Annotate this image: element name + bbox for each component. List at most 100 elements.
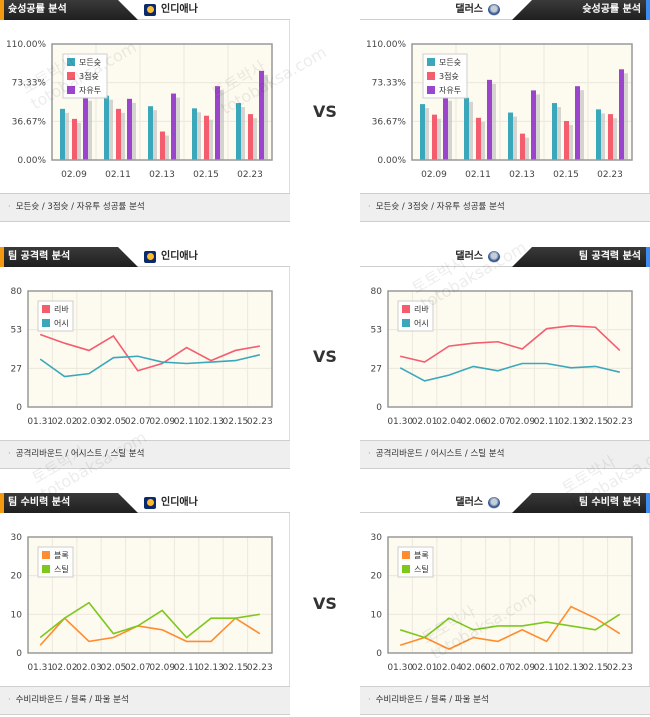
chart-area: [0, 20, 290, 193]
legend-label: 리바: [414, 304, 429, 314]
legend-swatch: [427, 72, 435, 80]
offense-line-chart: 027538001.3002.0102.0402.0602.0702.0902.…: [371, 287, 633, 427]
bar-3점슛: [520, 133, 525, 160]
x-tick-label: 02.13: [198, 663, 224, 673]
x-tick-label: 02.15: [583, 417, 609, 427]
team-name: 인디애나: [161, 4, 198, 15]
chart-area: [0, 267, 290, 440]
x-tick-label: 02.06: [461, 663, 487, 673]
y-tick-label: 0.00%: [377, 156, 406, 166]
bar-모든슛: [236, 103, 241, 160]
panel-header: 팀 수비력 분석 댈러스: [360, 493, 650, 513]
x-tick-label: 02.11: [174, 663, 200, 673]
y-tick-label: 30: [11, 533, 23, 543]
plot-border: [411, 43, 633, 161]
panel-header: 팀 공격력 분석 댈러스: [360, 247, 650, 267]
legend-swatch: [42, 305, 50, 313]
panel-footer: · 수비리바운드 / 블록 / 파울 분석: [360, 686, 650, 715]
bar-shadow: [152, 110, 157, 160]
bar-shadow: [512, 116, 517, 160]
x-tick-label: 02.07: [485, 417, 511, 427]
vs-label: VS: [313, 102, 337, 121]
footer-text: 공격리바운드 / 어시스트 / 스틸 분석: [15, 449, 145, 459]
series-line-스틸: [39, 601, 260, 639]
panel-header: 슛성공률 분석 댈러스: [360, 0, 650, 20]
legend-label: 블록: [54, 550, 69, 560]
y-tick-label: 110.00%: [366, 40, 406, 50]
bar-shadow: [524, 137, 529, 160]
bar-자유투: [443, 96, 448, 160]
x-tick-label: 02.09: [61, 170, 87, 180]
legend-label: 어시: [54, 318, 69, 328]
x-tick-label: 02.13: [198, 417, 224, 427]
team-label: 인디애나: [144, 493, 198, 513]
legend-label: 블록: [414, 550, 429, 560]
footer-text: 모든슛 / 3점슛 / 자유투 성공률 분석: [375, 202, 505, 212]
home-shooting-panel: 슛성공률 분석 인디애나 0.00% 36.67% 73.33% 110.00% 02.…: [0, 0, 290, 223]
y-tick-label: 110.00%: [6, 40, 46, 50]
bar-shadow: [480, 121, 485, 160]
bar-모든슛: [420, 104, 425, 160]
team-name: 댈러스: [455, 497, 483, 508]
plot-border: [387, 536, 633, 654]
footer-text: 수비리바운드 / 블록 / 파울 분석: [375, 695, 489, 705]
legend-label: 스틸: [54, 564, 69, 574]
bar-shadow: [491, 83, 496, 160]
y-tick-label: 0: [16, 403, 22, 413]
bar-shadow: [196, 112, 201, 160]
x-tick-label: 02.11: [174, 417, 200, 427]
away-offense-panel: 팀 공격력 분석 댈러스 0 27 53 80 01.30 02.01 02.04 02.06…: [360, 247, 650, 470]
defense-line-chart: 010203001.3102.0202.0302.0502.0702.0902.…: [11, 533, 273, 673]
x-tick-label: 01.31: [27, 417, 53, 427]
legend-label: 스틸: [414, 564, 429, 574]
x-tick-label: 02.23: [607, 417, 633, 427]
panel-footer: · 모든슛 / 3점슛 / 자유투 성공률 분석: [0, 193, 290, 222]
x-tick-label: 02.15: [223, 417, 249, 427]
x-tick-label: 02.23: [607, 663, 633, 673]
x-tick-label: 02.13: [558, 663, 584, 673]
x-tick-label: 02.15: [193, 170, 219, 180]
panel-header: 팀 수비력 분석 인디애나: [0, 493, 290, 513]
bar-3점슛: [476, 117, 481, 160]
home-offense-panel: 팀 공격력 분석 인디애나 0 27 53 80 01.31 02.02 02.03 02.0…: [0, 247, 290, 470]
bar-3점슛: [608, 114, 613, 160]
x-tick-label: 02.13: [149, 170, 175, 180]
series-line-리바: [39, 333, 260, 372]
shooting-bar-chart: 0.00% 36.67% 73.33% 110.00% 02.09 02.11 02.13 0…: [366, 40, 633, 180]
team-label: 인디애나: [144, 247, 198, 267]
bar-shadow: [579, 90, 584, 160]
y-tick-label: 36.67%: [12, 117, 47, 127]
x-tick-label: 02.13: [509, 170, 535, 180]
x-tick-label: 02.03: [76, 663, 102, 673]
defense-line-chart: 010203001.3002.0102.0402.0602.0702.0902.…: [371, 533, 633, 673]
bar-자유투: [171, 93, 176, 160]
bar-shadow: [240, 107, 245, 160]
bar-자유투: [487, 79, 492, 160]
y-tick-label: 27: [371, 364, 382, 374]
legend-swatch: [67, 58, 75, 66]
x-tick-label: 01.30: [387, 417, 413, 427]
team-label: 댈러스: [455, 0, 500, 20]
team-name: 인디애나: [161, 251, 198, 262]
section-title: 팀 공격력 분석: [512, 247, 650, 267]
bar-3점슛: [564, 120, 569, 160]
vs-label: VS: [313, 594, 337, 613]
y-tick-label: 53: [11, 326, 22, 336]
y-tick-label: 30: [371, 533, 383, 543]
bar-shadow: [131, 102, 136, 160]
y-tick-label: 27: [11, 364, 22, 374]
bar-shadow: [612, 118, 617, 160]
footer-text: 수비리바운드 / 블록 / 파울 분석: [15, 695, 129, 705]
x-tick-label: 02.23: [597, 170, 623, 180]
legend-swatch: [402, 305, 410, 313]
bar-shadow: [568, 124, 573, 160]
x-tick-label: 02.01: [412, 663, 438, 673]
y-tick-label: 0: [376, 403, 382, 413]
bar-모든슛: [192, 108, 197, 160]
x-tick-label: 02.07: [485, 663, 511, 673]
x-tick-label: 02.09: [149, 663, 175, 673]
y-tick-label: 20: [11, 572, 23, 582]
bar-shadow: [424, 108, 429, 160]
plot-border: [27, 536, 273, 654]
bar-shadow: [175, 97, 180, 160]
